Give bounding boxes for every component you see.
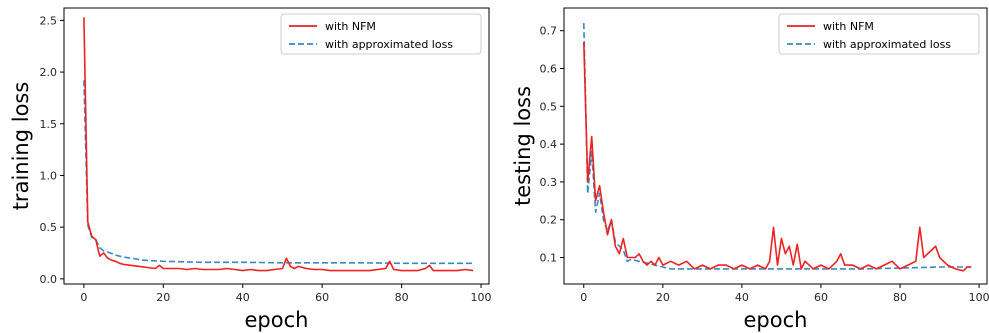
y-tick-label: 0.2 xyxy=(540,214,558,227)
x-tick-label: 100 xyxy=(471,291,492,304)
training-loss-chart: 0 20 40 60 80 100 0.0 0.5 1.0 1.5 2.0 2.5 epoch train… xyxy=(9,7,492,332)
legend-box xyxy=(280,13,482,55)
legend-label: with NFM xyxy=(823,20,874,33)
testing-loss-chart: 0 20 40 60 80 100 0.1 0.2 0.3 0.4 0.5 0.6 0.7 epoch te… xyxy=(511,7,989,332)
y-tick-label: 0.1 xyxy=(540,252,558,265)
y-tick-label: 2.5 xyxy=(40,14,58,27)
x-axis-label: epoch xyxy=(744,308,808,332)
y-tick-label: 0.5 xyxy=(540,100,558,113)
series-line-nfm xyxy=(83,17,474,272)
y-tick-label: 0.3 xyxy=(540,176,558,189)
x-tick-label: 20 xyxy=(656,291,670,304)
x-tick-label: 60 xyxy=(315,291,329,304)
x-tick-label: 0 xyxy=(580,291,587,304)
x-tick-label: 20 xyxy=(156,291,170,304)
series-line-nfm xyxy=(583,41,972,272)
y-tick-label: 0.0 xyxy=(40,273,58,286)
y-tick-label: 0.6 xyxy=(540,62,558,75)
legend: with NFM with approximated loss xyxy=(778,13,980,55)
x-tick-label: 80 xyxy=(893,291,907,304)
series-line-approximated-loss xyxy=(583,23,972,270)
legend-label: with approximated loss xyxy=(823,38,951,51)
x-tick-label: 40 xyxy=(236,291,250,304)
x-tick-label: 60 xyxy=(814,291,828,304)
y-tick-label: 1.0 xyxy=(40,169,58,182)
y-tick-label: 1.5 xyxy=(40,118,58,131)
x-axis-label: epoch xyxy=(245,308,309,332)
y-axis-label: training loss xyxy=(9,82,33,211)
x-tick-label: 80 xyxy=(395,291,409,304)
legend-label: with NFM xyxy=(325,20,376,33)
y-tick-label: 0.5 xyxy=(40,221,58,234)
x-tick-label: 40 xyxy=(735,291,749,304)
y-axis-label: testing loss xyxy=(511,86,535,206)
y-tick-label: 2.0 xyxy=(40,66,58,79)
legend-box xyxy=(778,13,980,55)
y-tick-label: 0.7 xyxy=(540,25,558,38)
legend-label: with approximated loss xyxy=(325,38,453,51)
y-tick-label: 0.4 xyxy=(540,138,558,151)
x-tick-label: 100 xyxy=(969,291,989,304)
x-tick-label: 0 xyxy=(80,291,87,304)
legend: with NFM with approximated loss xyxy=(280,13,482,55)
